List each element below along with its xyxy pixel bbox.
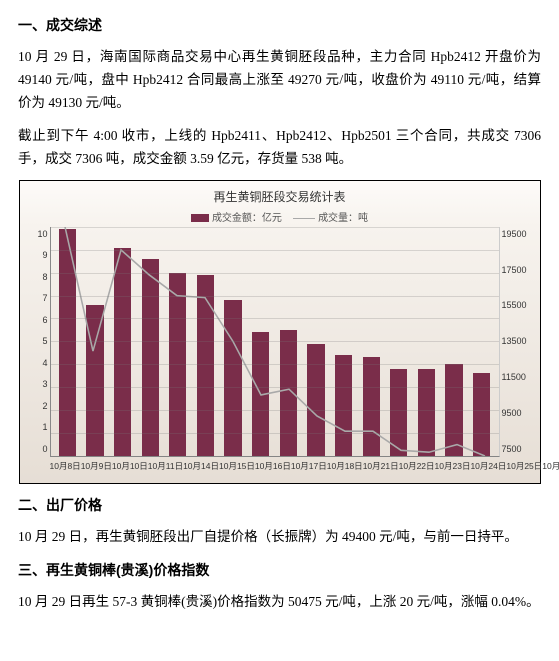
chart-legend: 成交金额：亿元 成交量：吨: [26, 210, 534, 227]
bar: [390, 369, 407, 456]
bar: [114, 248, 131, 456]
xtick: 10月25日: [506, 459, 542, 473]
gridline: [51, 273, 499, 274]
legend-line-label: 成交量：吨: [318, 213, 368, 224]
ytick-right: 13500: [502, 334, 532, 349]
section2-para1: 10 月 29 日，再生黄铜胚段出厂自提价格（长振牌）为 49400 元/吨，与…: [18, 526, 541, 549]
ytick-right: 17500: [502, 263, 532, 278]
xtick: 10月9日: [81, 459, 112, 473]
xtick: 10月14日: [183, 459, 219, 473]
ytick-left: 5: [28, 334, 48, 349]
xtick: 10月16日: [255, 459, 291, 473]
gridline: [51, 318, 499, 319]
ytick-left: 7: [28, 291, 48, 306]
ytick-left: 1: [28, 420, 48, 435]
xtick: 10月10日: [112, 459, 148, 473]
gridline: [51, 341, 499, 342]
gridline: [51, 387, 499, 388]
section3-para1: 10 月 29 日再生 57-3 黄铜棒(贵溪)价格指数为 50475 元/吨，…: [18, 591, 541, 614]
gridline: [51, 410, 499, 411]
legend-line-swatch: [293, 218, 315, 219]
ytick-left: 4: [28, 356, 48, 371]
bar: [142, 259, 159, 456]
gridline: [51, 456, 499, 457]
ytick-right: 9500: [502, 406, 532, 421]
ytick-right: 7500: [502, 442, 532, 457]
gridline: [51, 227, 499, 228]
xtick: 10月15日: [219, 459, 255, 473]
bar: [59, 229, 76, 456]
xtick: 10月23日: [435, 459, 471, 473]
xtick: 10月22日: [399, 459, 435, 473]
chart-title: 再生黄铜胚段交易统计表: [26, 187, 534, 207]
bar: [252, 332, 269, 456]
xtick: 10月21日: [363, 459, 399, 473]
ytick-right: 11500: [502, 370, 532, 385]
xtick: 10月28日: [542, 459, 559, 473]
xtick: 10月18日: [327, 459, 363, 473]
section3-heading: 三、再生黄铜棒(贵溪)价格指数: [18, 559, 541, 583]
ytick-left: 10: [28, 227, 48, 242]
ytick-right: 15500: [502, 298, 532, 313]
bar: [307, 344, 324, 456]
y-axis-right: 19500 17500 15500 13500 11500 9500 7500: [500, 227, 534, 457]
section1-para1: 10 月 29 日，海南国际商品交易中心再生黄铜胚段品种，主力合同 Hpb241…: [18, 46, 541, 115]
gridline: [51, 433, 499, 434]
y-axis-left: 109876543210: [26, 227, 50, 457]
xtick: 10月17日: [291, 459, 327, 473]
bar: [280, 330, 297, 456]
x-axis: 10月8日10月9日10月10日10月11日10月14日10月15日10月16日…: [26, 457, 534, 473]
xtick: 10月8日: [50, 459, 81, 473]
ytick-left: 8: [28, 270, 48, 285]
ytick-left: 9: [28, 248, 48, 263]
ytick-left: 2: [28, 399, 48, 414]
xtick: 10月11日: [148, 459, 183, 473]
ytick-right: 19500: [502, 227, 532, 242]
gridline: [51, 250, 499, 251]
ytick-left: 3: [28, 377, 48, 392]
bar: [197, 275, 214, 456]
legend-bar-label: 成交金额：亿元: [212, 213, 282, 224]
section1-para2: 截止到下午 4:00 收市，上线的 Hpb2411、Hpb2412、Hpb250…: [18, 125, 541, 171]
section1-heading: 一、成交综述: [18, 14, 541, 38]
gridline: [51, 364, 499, 365]
gridline: [51, 296, 499, 297]
section2-heading: 二、出厂价格: [18, 494, 541, 518]
bar: [363, 357, 380, 455]
ytick-left: 6: [28, 313, 48, 328]
xtick: 10月24日: [470, 459, 506, 473]
bar: [335, 355, 352, 456]
bar: [473, 373, 490, 455]
plot-area: [50, 227, 500, 457]
chart-container: 再生黄铜胚段交易统计表 成交金额：亿元 成交量：吨 109876543210 1…: [19, 180, 541, 484]
bar: [418, 369, 435, 456]
legend-bar-swatch: [191, 214, 209, 222]
ytick-left: 0: [28, 442, 48, 457]
